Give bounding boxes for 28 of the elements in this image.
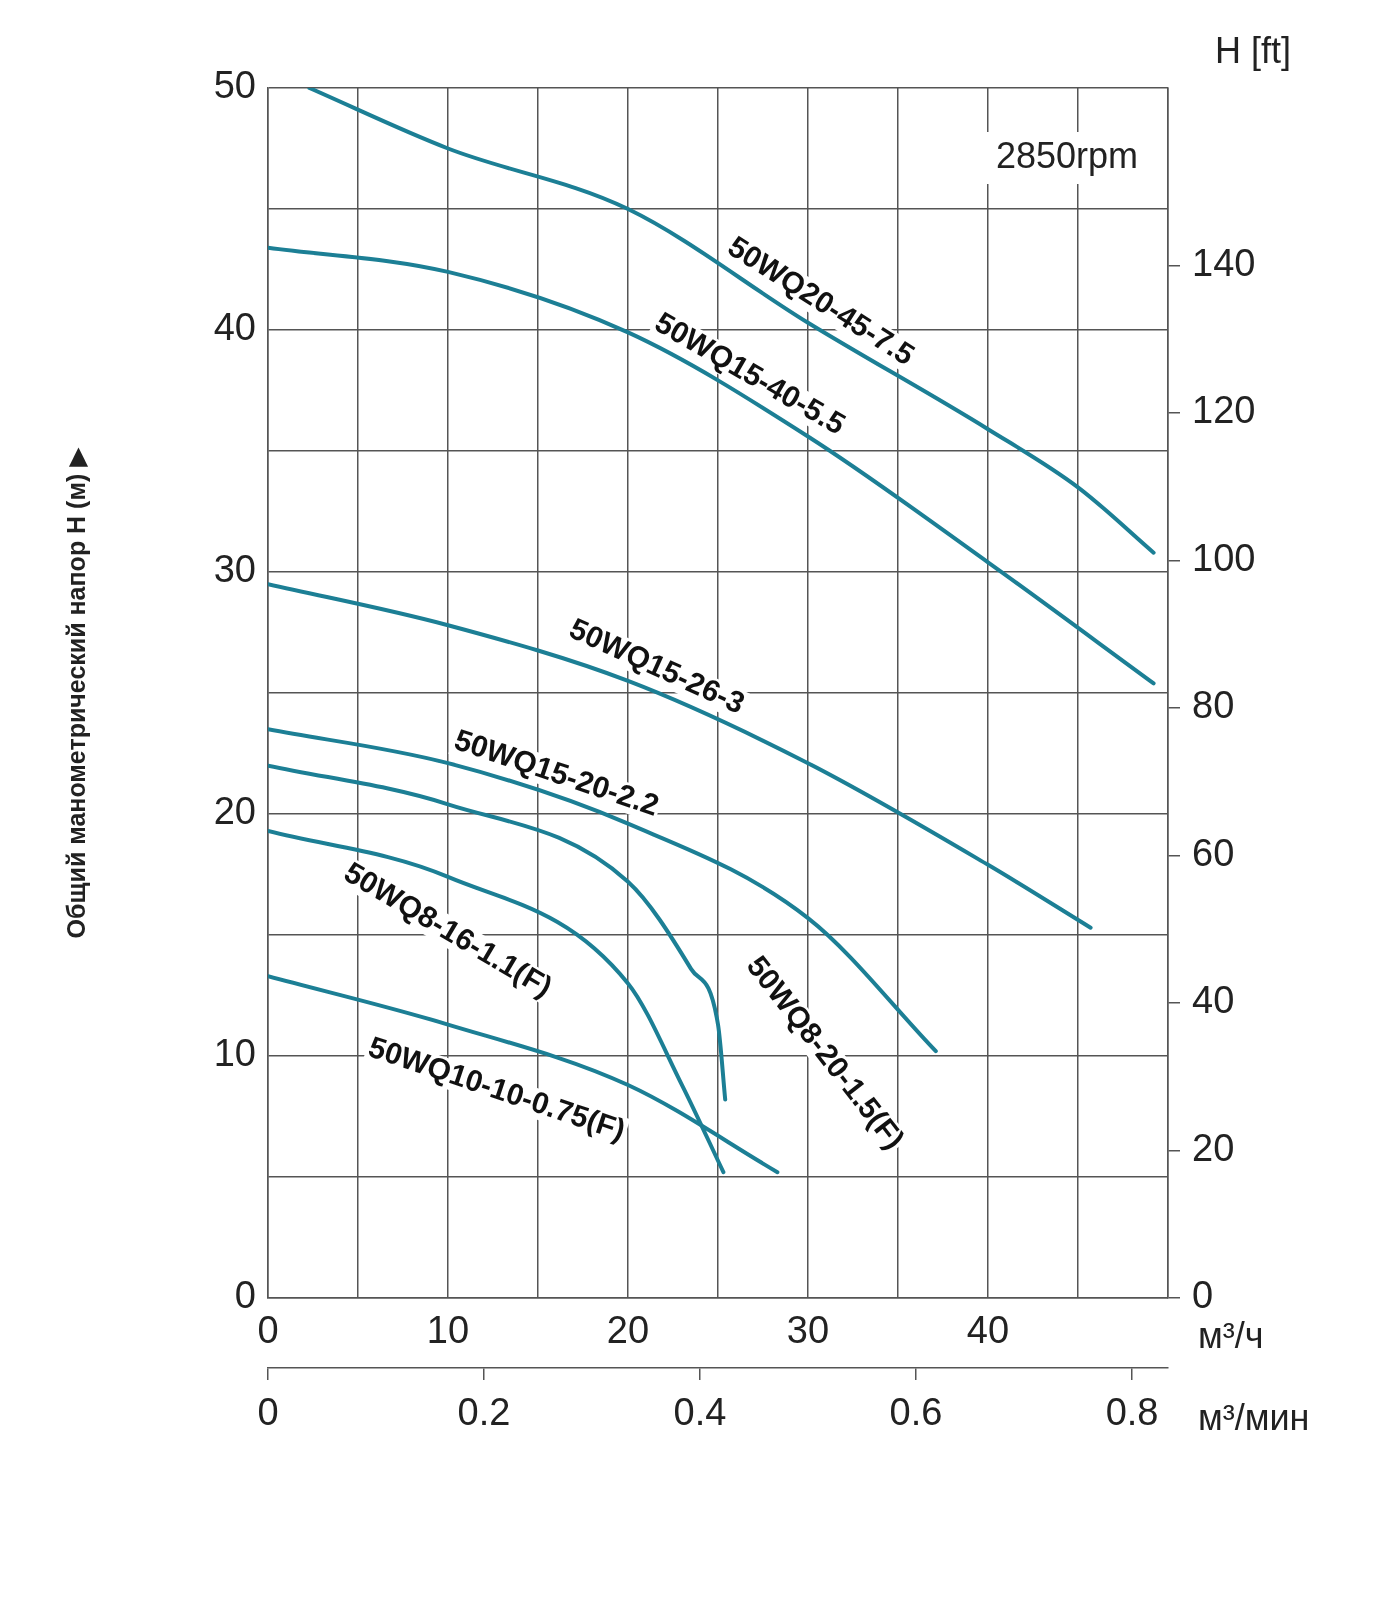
y-axis-title: Общий манометрический напор H (м) ▶	[61, 446, 90, 939]
x-tick-label: 30	[786, 1309, 830, 1352]
y-tick-label: 40	[213, 306, 256, 349]
line-series	[307, 88, 1156, 555]
y-tick-label: 10	[213, 1032, 256, 1075]
annotation: 2850rpm	[995, 134, 1138, 176]
x2-axis-title: м³/мин	[1198, 1396, 1310, 1438]
x-tick-label: 20	[606, 1309, 650, 1352]
x2-tick-label: 0.6	[889, 1391, 943, 1434]
y-tick-label: 50	[213, 64, 256, 107]
x-tick-label: 10	[426, 1309, 470, 1352]
x2-tick-label: 0.2	[457, 1391, 511, 1434]
y2-axis-title: H [ft]	[1214, 29, 1292, 71]
y2-tick-label: 40	[1192, 979, 1235, 1022]
x2-tick-label: 0.8	[1105, 1391, 1159, 1434]
y-tick-label: 20	[213, 790, 256, 833]
y2-tick-label: 100	[1192, 536, 1256, 579]
y2-tick-label: 120	[1192, 389, 1256, 432]
y2-tick-label: 60	[1192, 831, 1235, 874]
x2-tick-label: 0.4	[673, 1391, 727, 1434]
y2-tick-label: 140	[1192, 241, 1256, 284]
y2-tick-label: 80	[1192, 684, 1235, 727]
y-tick-label: 0	[234, 1274, 256, 1317]
y2-tick-label: 20	[1192, 1126, 1235, 1169]
y2-tick-label: 0	[1192, 1274, 1214, 1317]
y-tick-label: 30	[213, 548, 256, 591]
x-axis-title: м³/ч	[1198, 1314, 1264, 1356]
x-tick-label: 40	[966, 1309, 1010, 1352]
